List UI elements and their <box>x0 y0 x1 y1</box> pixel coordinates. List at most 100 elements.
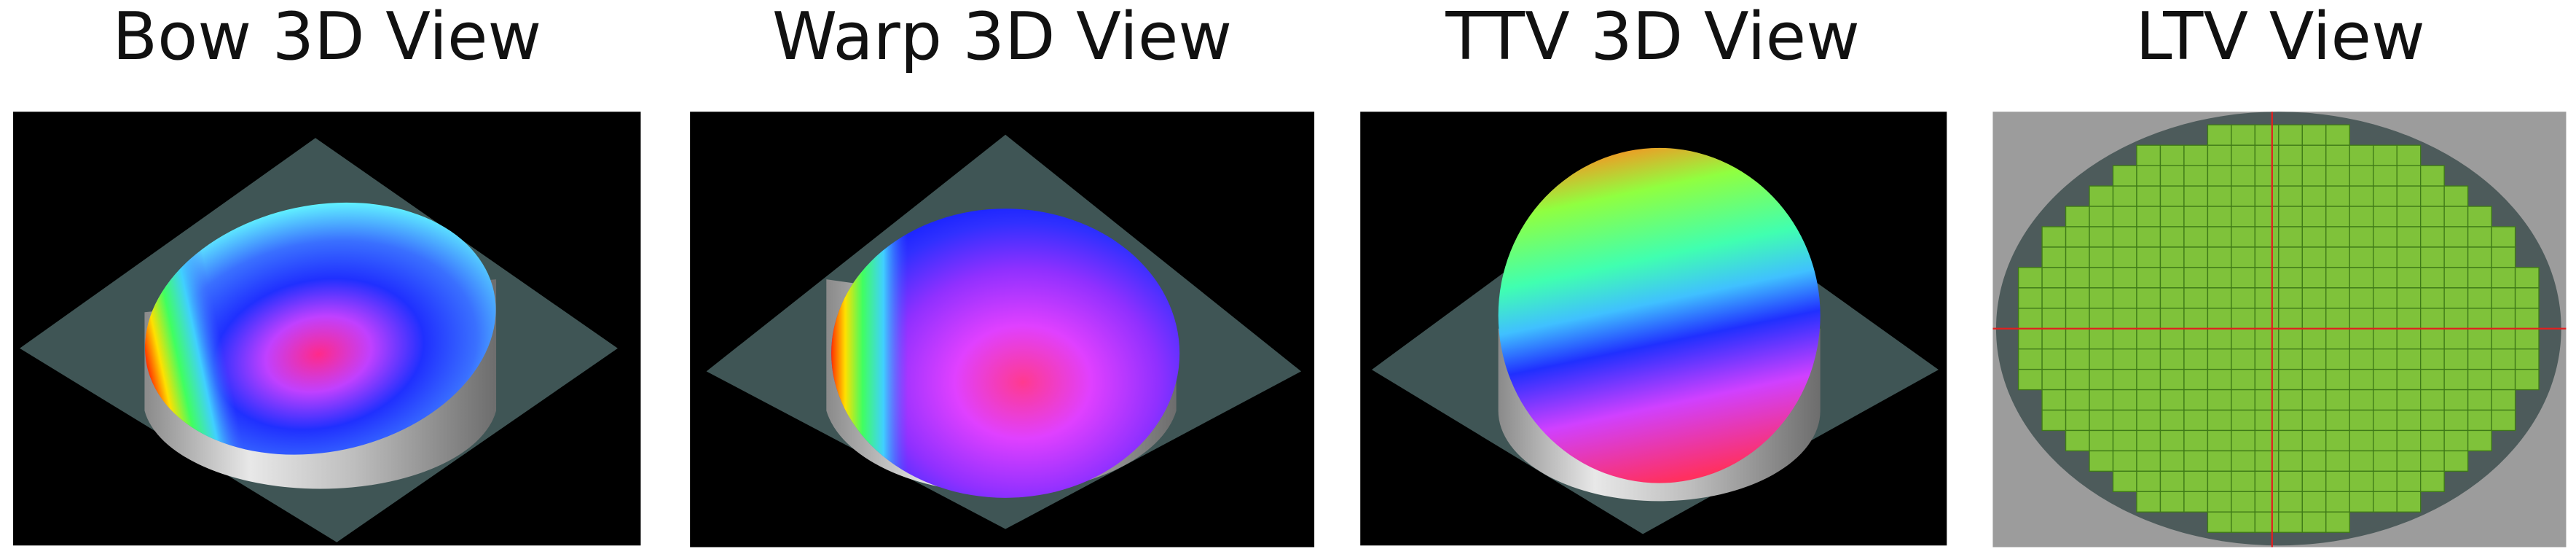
ltv-cell <box>2373 246 2398 268</box>
ltv-cell <box>2112 368 2137 391</box>
ltv-cell <box>2278 226 2303 248</box>
ltv-cell <box>2325 389 2350 411</box>
ltv-cell <box>2325 470 2350 492</box>
ltv-cell <box>2301 470 2327 492</box>
ltv-cell <box>2396 308 2422 330</box>
ltv-cell <box>2396 491 2422 513</box>
ltv-cell <box>2467 409 2492 432</box>
ltv-cell <box>2207 185 2232 207</box>
ltv-cell <box>2231 368 2256 391</box>
ltv-cell <box>2207 389 2232 411</box>
ltv-cell <box>2467 328 2492 350</box>
ltv-cell <box>2301 328 2327 350</box>
ltv-cell <box>2231 185 2256 207</box>
ltv-cell <box>2207 267 2232 289</box>
ltv-cell <box>2419 267 2445 289</box>
ltv-cell <box>2301 308 2327 330</box>
ltv-cell <box>2231 491 2256 513</box>
ltv-cell <box>2491 267 2516 289</box>
ltv-cell <box>2373 287 2398 309</box>
ltv-cell <box>2136 308 2161 330</box>
ltv-cell <box>2419 165 2445 187</box>
ltv-cell <box>2041 287 2067 309</box>
ltv-cell <box>2396 409 2422 432</box>
ltv-cell <box>2136 185 2161 207</box>
ltv-cell <box>2089 226 2114 248</box>
ltv-cell <box>2325 267 2350 289</box>
ltv-cell <box>2207 124 2232 146</box>
ltv-cell <box>2207 206 2232 227</box>
ltv-cell <box>2254 185 2279 207</box>
ltv-cell <box>2467 206 2492 227</box>
ltv-cell <box>2231 328 2256 350</box>
ltv-cell <box>2159 450 2185 472</box>
ltv-cell <box>2349 389 2374 411</box>
ltv-cell <box>2491 348 2516 370</box>
ltv-cell <box>2017 368 2043 391</box>
ltv-cell <box>2443 450 2469 472</box>
ltv-cell <box>2491 246 2516 268</box>
ltv-cell <box>2373 226 2398 248</box>
ltv-cell <box>2159 144 2185 166</box>
ltv-cell <box>2159 328 2185 350</box>
ltv-cell <box>2443 226 2469 248</box>
ltv-cell <box>2301 368 2327 391</box>
ltv-cell <box>2065 246 2090 268</box>
ltv-cell <box>2254 429 2279 452</box>
ltv-cell <box>2301 246 2327 268</box>
ltv-cell <box>2112 328 2137 350</box>
ltv-cell <box>2419 348 2445 370</box>
ltv-cell <box>2159 287 2185 309</box>
ltv-cell <box>2207 144 2232 166</box>
ltv-cell <box>2373 470 2398 492</box>
ltv-cell <box>2278 185 2303 207</box>
ltv-cell <box>2159 348 2185 370</box>
ltv-cell <box>2396 287 2422 309</box>
ltv-cell <box>2065 409 2090 432</box>
ltv-cell <box>2017 267 2043 289</box>
ltv-cell <box>2065 348 2090 370</box>
ltv-cell <box>2183 491 2209 513</box>
ltv-cell <box>2396 246 2422 268</box>
ltv-cell <box>2183 267 2209 289</box>
ltv-cell <box>2136 246 2161 268</box>
ltv-cell <box>2443 328 2469 350</box>
ltv-cell <box>2301 185 2327 207</box>
ltv-cell <box>2325 185 2350 207</box>
ltv-cell <box>2325 165 2350 187</box>
ltv-cell <box>2443 185 2469 207</box>
ltv-cell <box>2349 308 2374 330</box>
ltv-cell <box>2254 511 2279 533</box>
ltv-cell <box>2349 144 2374 166</box>
ltv-cell <box>2112 267 2137 289</box>
ltv-cell <box>2183 246 2209 268</box>
ltv-cell <box>2514 348 2540 370</box>
ltv-cell <box>2136 368 2161 391</box>
ltv-cell <box>2183 450 2209 472</box>
ltv-cell <box>2467 389 2492 411</box>
ltv-cell <box>2419 287 2445 309</box>
ltv-cell <box>2183 144 2209 166</box>
ltv-cell <box>2231 389 2256 411</box>
ltv-cell <box>2159 389 2185 411</box>
ltv-cell <box>2396 185 2422 207</box>
ltv-cell <box>2065 429 2090 452</box>
ltv-cell <box>2349 226 2374 248</box>
ltv-cell <box>2325 246 2350 268</box>
ltv-cell <box>2183 328 2209 350</box>
ltv-cell <box>2112 470 2137 492</box>
ltv-cell <box>2207 470 2232 492</box>
ltv-cell <box>2112 246 2137 268</box>
ltv-cell <box>2419 470 2445 492</box>
ltv-cell <box>2159 226 2185 248</box>
ltv-cell <box>2065 226 2090 248</box>
ltv-cell <box>2089 287 2114 309</box>
ltv-cell <box>2231 429 2256 452</box>
ltv-cell <box>2207 409 2232 432</box>
ltv-cell <box>2183 348 2209 370</box>
ltv-view <box>1992 112 2567 548</box>
ltv-cell <box>2514 368 2540 391</box>
ltv-cell <box>2089 348 2114 370</box>
ltv-cell <box>2231 144 2256 166</box>
ltv-cell <box>2443 206 2469 227</box>
